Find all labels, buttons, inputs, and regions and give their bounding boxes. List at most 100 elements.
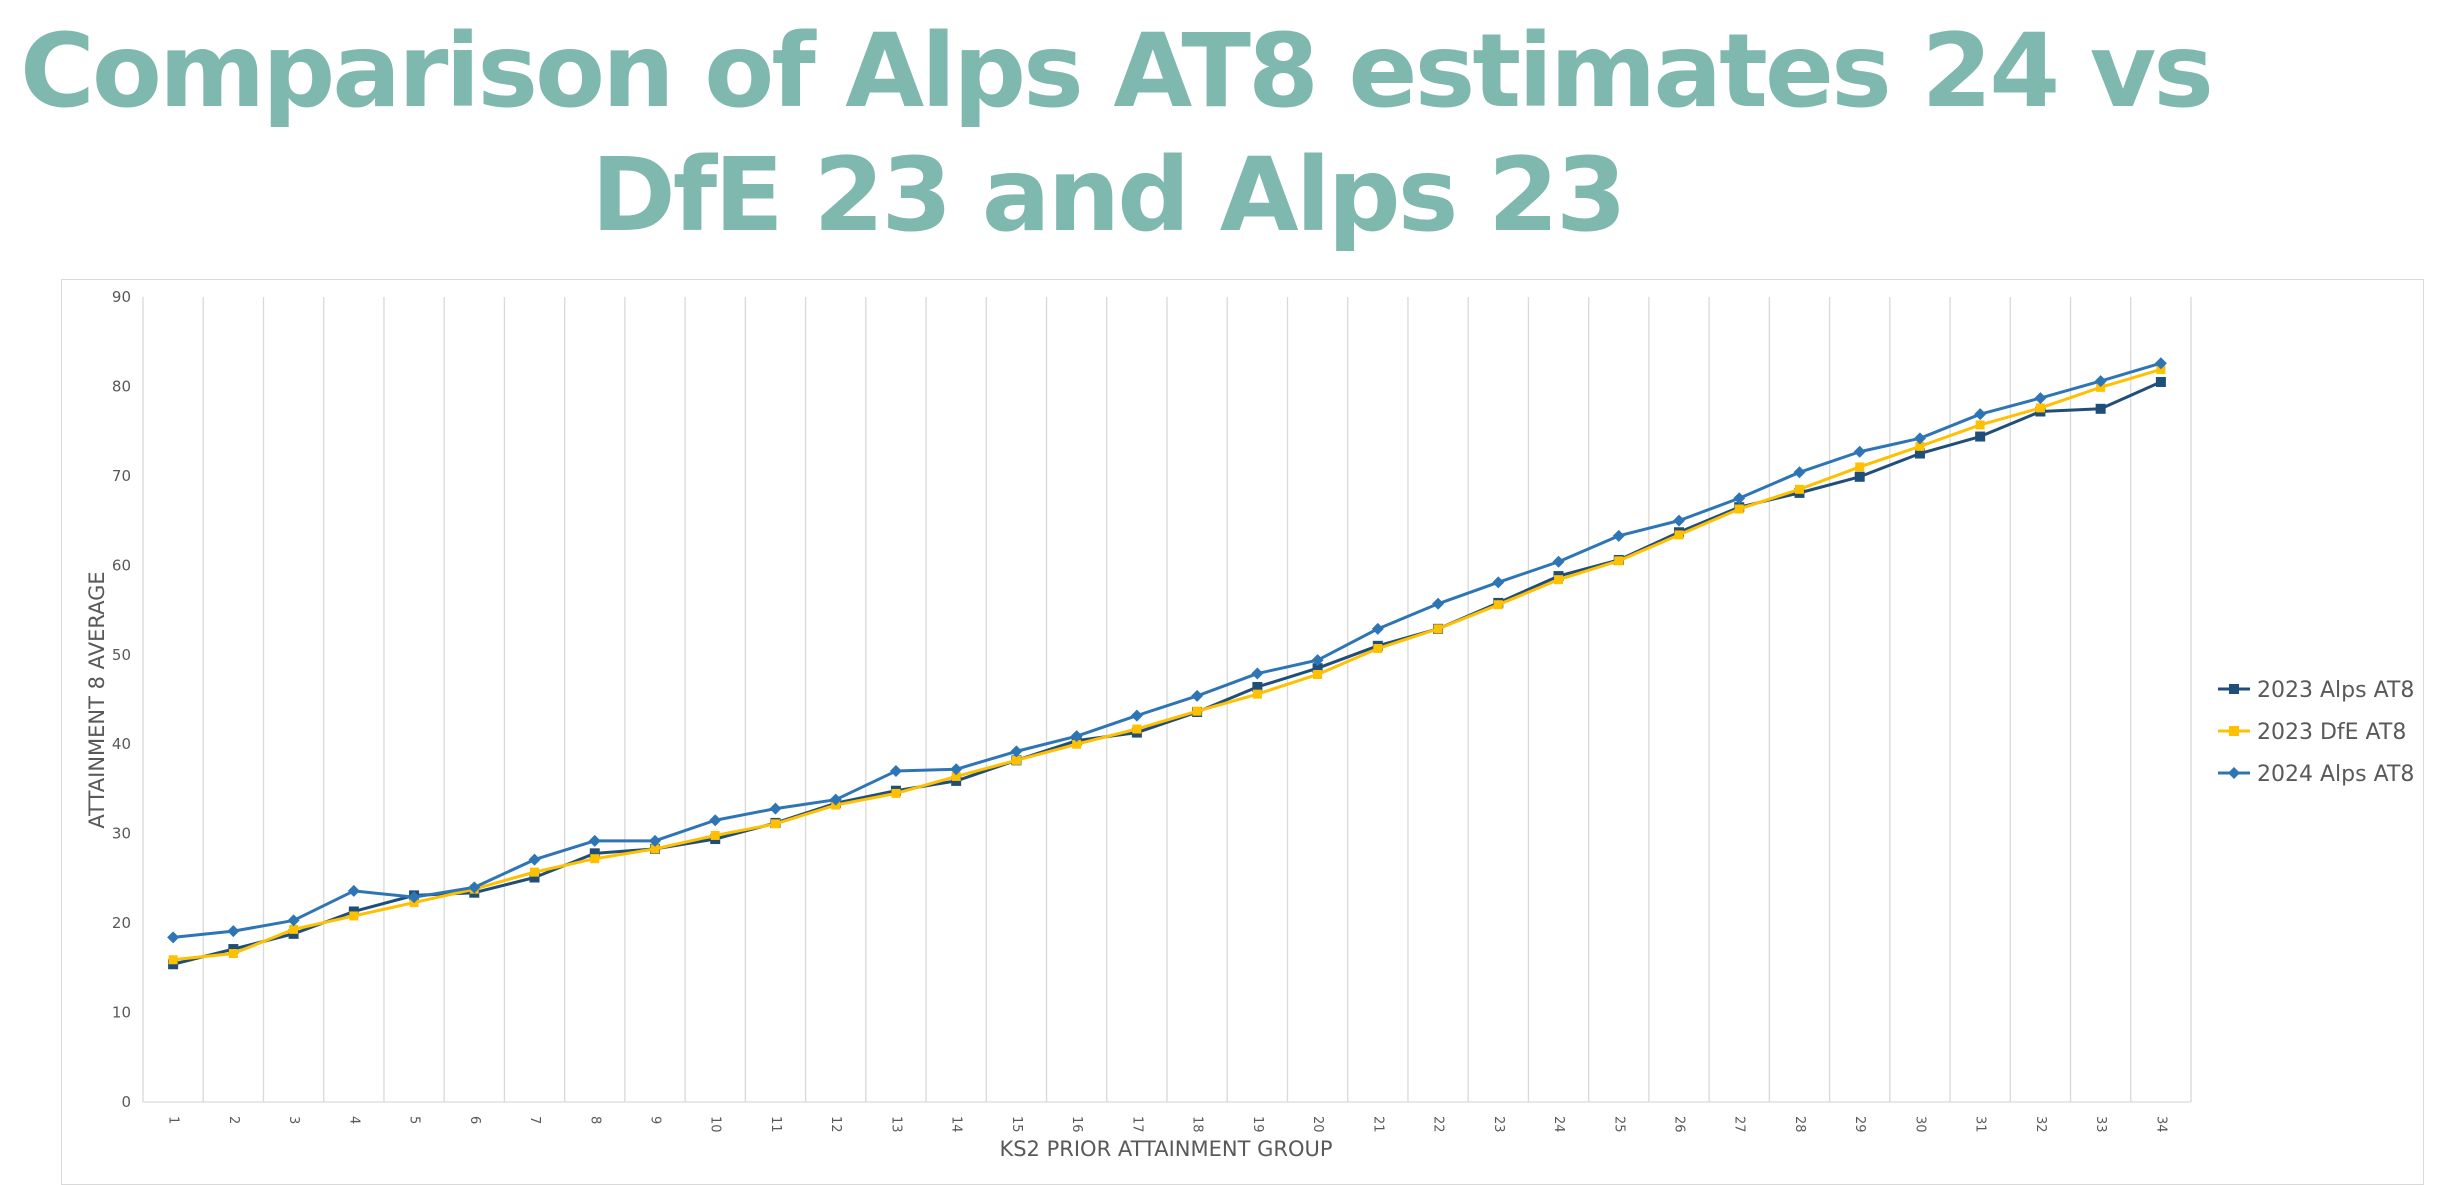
data-point (1554, 575, 1564, 585)
chart-title: Comparison of Alps AT8 estimates 24 vs D… (0, 10, 2439, 258)
data-point (1794, 484, 1804, 494)
x-tick-label: 26 (1672, 1116, 1687, 1133)
data-point (1492, 576, 1505, 589)
x-tick-label: 12 (828, 1116, 843, 1133)
x-tick-label: 23 (1491, 1116, 1506, 1133)
data-point (829, 793, 842, 806)
y-tick-label: 90 (112, 288, 131, 306)
data-point (710, 830, 720, 840)
series-lines (167, 357, 2167, 970)
data-point (1914, 448, 1925, 459)
data-point (1132, 724, 1142, 734)
x-tick-label: 7 (527, 1116, 542, 1124)
legend: 2023 Alps AT8 2023 DfE AT8 2024 Alps AT8 (2218, 678, 2414, 787)
data-point (2154, 357, 2167, 370)
data-point (769, 802, 782, 815)
data-point (1011, 755, 1021, 765)
series-line (172, 380, 2162, 966)
data-point (1373, 644, 1383, 654)
data-point (529, 872, 540, 883)
x-tick-label: 11 (768, 1116, 783, 1133)
x-tick-label: 2 (226, 1116, 241, 1124)
data-point (1313, 669, 1323, 679)
legend-marker (2229, 726, 2239, 736)
data-point (1913, 432, 1926, 445)
x-tick-label: 32 (2033, 1116, 2048, 1133)
data-point (1130, 709, 1143, 722)
data-point (1674, 530, 1684, 540)
data-point (1311, 654, 1324, 667)
x-tick-label: 3 (286, 1116, 301, 1124)
data-point (1252, 689, 1262, 699)
data-point (588, 834, 601, 847)
x-tick-label: 21 (1370, 1116, 1385, 1133)
legend-entry: 2023 DfE AT8 (2218, 720, 2406, 745)
x-tick-label: 14 (949, 1116, 964, 1133)
legend-label: 2023 DfE AT8 (2257, 720, 2406, 745)
data-point (167, 931, 180, 944)
legend-entry: 2023 Alps AT8 (2218, 678, 2414, 703)
data-point (1975, 431, 1986, 442)
chart-area (61, 279, 2424, 1185)
x-tick-label: 33 (2093, 1116, 2108, 1133)
data-point (1614, 556, 1624, 566)
data-point (589, 848, 600, 859)
data-point (1853, 445, 1866, 458)
y-tick-label: 70 (112, 467, 131, 485)
data-point (1793, 466, 1806, 479)
data-point (289, 924, 299, 934)
x-tick-label: 19 (1250, 1116, 1265, 1133)
x-tick-label: 29 (1852, 1116, 1867, 1133)
x-tick-label: 20 (1310, 1116, 1325, 1133)
data-point (1552, 555, 1565, 568)
y-tick-label: 0 (121, 1093, 131, 1111)
data-point (1915, 441, 1925, 451)
chart-title-line-2: DfE 23 and Alps 23 (591, 136, 1627, 255)
data-point (649, 834, 661, 847)
y-tick-label: 50 (112, 646, 131, 664)
x-tick-label: 30 (1912, 1116, 1927, 1133)
data-point (1191, 689, 1204, 702)
data-point (709, 814, 722, 827)
legend-label: 2024 Alps AT8 (2257, 762, 2414, 787)
series-line (172, 361, 2162, 939)
data-point (1493, 600, 1503, 610)
data-point (408, 891, 421, 904)
x-tick-label: 34 (2153, 1116, 2168, 1133)
x-tick-label: 18 (1190, 1116, 1205, 1133)
data-point (528, 853, 541, 866)
x-tick-label: 24 (1551, 1116, 1566, 1133)
series-line (172, 368, 2162, 962)
data-point (530, 867, 540, 877)
data-point (2155, 376, 2166, 387)
x-tick-label: 27 (1732, 1116, 1747, 1133)
data-point (1010, 745, 1023, 758)
data-point (1974, 408, 1987, 421)
x-tick-label: 10 (708, 1116, 723, 1133)
data-point (2034, 392, 2047, 405)
y-tick-label: 40 (112, 735, 131, 753)
data-point (2095, 403, 2106, 414)
data-point (1070, 730, 1083, 743)
data-point (1855, 462, 1865, 472)
x-tick-label: 4 (346, 1116, 361, 1124)
y-tick-label: 20 (112, 914, 131, 932)
y-tick-label: 10 (112, 1004, 131, 1022)
x-tick-label: 1 (166, 1116, 181, 1124)
data-point (1192, 706, 1202, 716)
legend-marker (2228, 767, 2240, 779)
x-tick-label: 8 (587, 1116, 602, 1124)
data-point (950, 763, 963, 776)
x-tick-label: 9 (648, 1116, 663, 1124)
data-point (2156, 364, 2166, 374)
x-tick-label: 15 (1009, 1116, 1024, 1133)
x-tick-label: 25 (1611, 1116, 1626, 1133)
x-tick-label: 17 (1129, 1116, 1144, 1133)
data-point (770, 819, 780, 829)
x-tick-label: 16 (1069, 1116, 1084, 1133)
data-point (1733, 492, 1746, 505)
data-point (1312, 663, 1323, 674)
gridlines (142, 297, 2192, 1102)
y-axis-label: ATTAINMENT 8 AVERAGE (85, 571, 109, 828)
